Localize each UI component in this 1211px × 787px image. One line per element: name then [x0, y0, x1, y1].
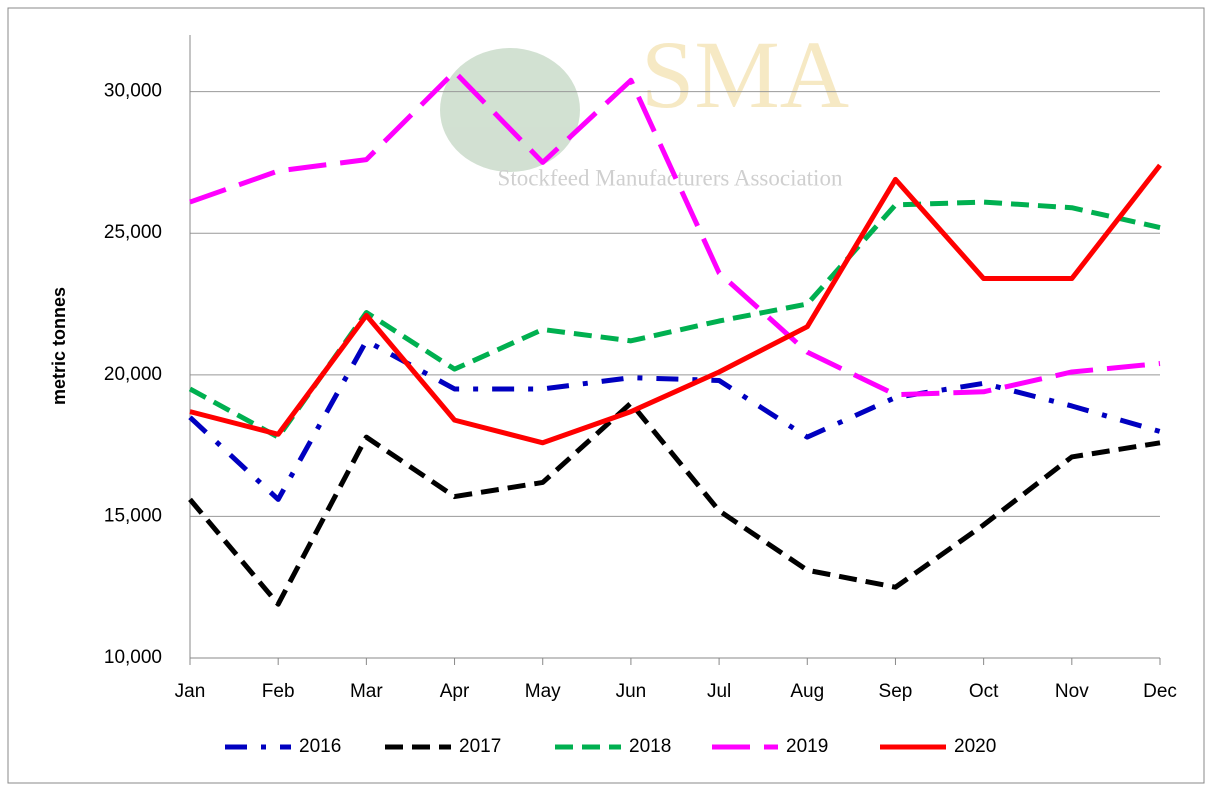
x-tick-label: Jul — [707, 681, 731, 702]
series-line — [188, 400, 1161, 607]
x-tick-label: Sep — [879, 681, 913, 702]
x-tick-label: Jan — [175, 681, 206, 702]
x-tick-label: Feb — [262, 681, 295, 702]
x-tick-label: Aug — [790, 681, 824, 702]
legend-label: 2020 — [954, 736, 996, 757]
chart-frame — [7, 7, 1205, 784]
x-tick-label: Jun — [616, 681, 647, 702]
legend-label: 2016 — [299, 736, 341, 757]
legend-label: 2018 — [629, 736, 671, 757]
series-line — [188, 338, 1161, 502]
x-tick-label: Mar — [350, 681, 383, 702]
y-tick-label: 25,000 — [104, 222, 162, 243]
y-tick-label: 30,000 — [104, 81, 162, 102]
x-tick-label: Apr — [440, 681, 470, 702]
x-tick-label: May — [525, 681, 561, 702]
series-line — [189, 69, 1161, 398]
x-tick-label: Nov — [1055, 681, 1089, 702]
x-tick-label: Oct — [969, 681, 999, 702]
y-tick-label: 10,000 — [104, 647, 162, 668]
series-line — [189, 163, 1162, 446]
x-tick-label: Dec — [1143, 681, 1177, 702]
y-axis-label: metric tonnes — [49, 287, 69, 405]
watermark-map — [440, 48, 580, 172]
legend-label: 2019 — [786, 736, 828, 757]
y-tick-label: 15,000 — [104, 505, 162, 526]
y-tick-label: 20,000 — [104, 364, 162, 385]
legend-label: 2017 — [459, 736, 501, 757]
watermark-title: SMA — [641, 21, 849, 128]
